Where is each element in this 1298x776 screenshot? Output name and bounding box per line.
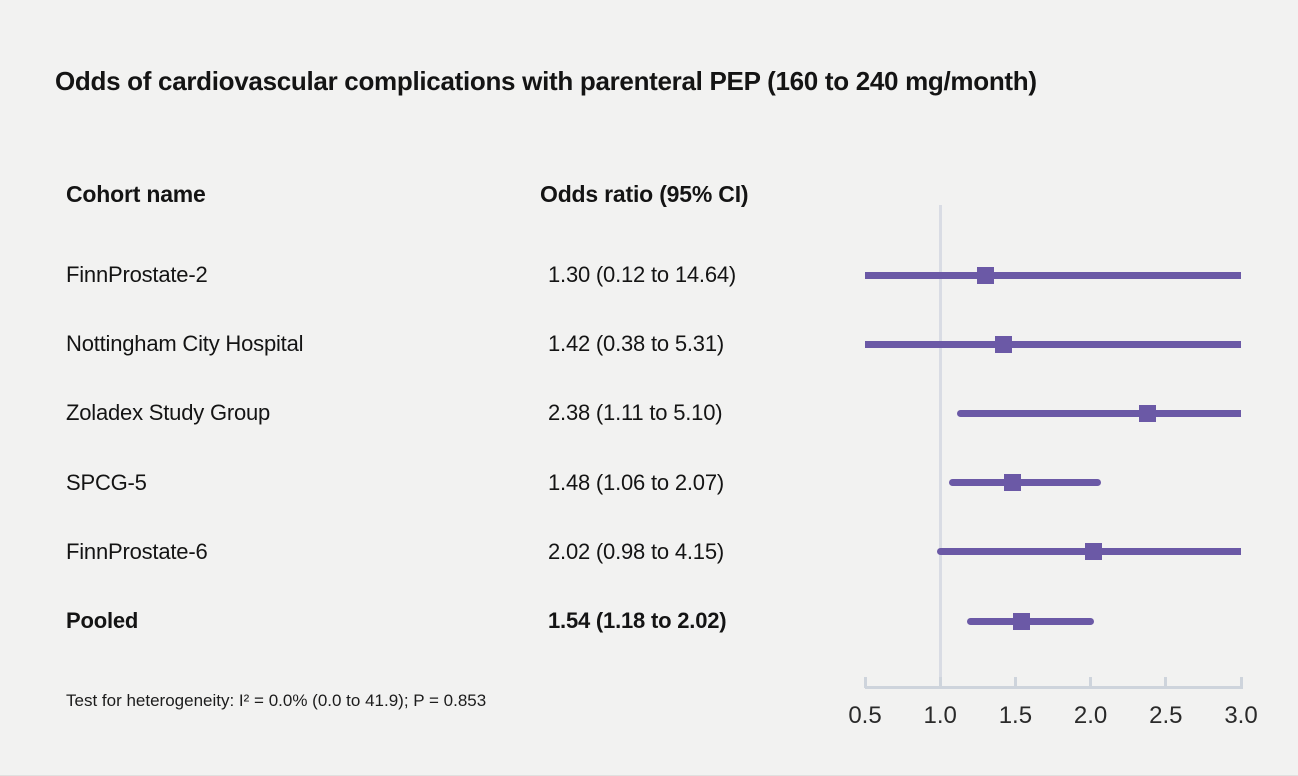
x-axis-tick [938,677,942,688]
x-axis-tick [1164,677,1168,688]
x-axis-tick-label: 1.0 [923,702,957,729]
confidence-interval-line [865,340,1241,348]
reference-line [938,205,942,688]
confidence-interval-line [956,409,1241,417]
x-axis-tick [1013,677,1017,688]
column-header-cohort-name: Cohort name [66,181,206,207]
estimate-marker [1012,612,1030,630]
odds-ratio-value: 2.38 (1.11 to 5.10) [548,400,723,426]
estimate-marker [976,266,994,284]
column-header-odds-ratio: Odds ratio (95% CI) [540,181,749,207]
cohort-name: FinnProstate-6 [66,538,208,564]
cohort-name: SPCG-5 [66,469,147,495]
page-title: Odds of cardiovascular complications wit… [55,66,1037,96]
x-axis-tick-label: 1.5 [998,702,1033,729]
x-axis-tick-label: 3.0 [1224,702,1258,729]
x-axis-tick [863,677,867,688]
estimate-marker [1003,474,1021,492]
confidence-interval-line [949,479,1102,487]
odds-ratio-value: 1.48 (1.06 to 2.07) [548,469,724,495]
x-axis-tick [1089,677,1093,688]
estimate-marker [994,335,1012,353]
heterogeneity-footnote: Test for heterogeneity: I² = 0.0% (0.0 t… [66,691,487,710]
x-axis-tick-label: 0.5 [848,702,882,729]
cohort-name: Nottingham City Hospital [66,331,304,357]
confidence-interval-line [967,617,1094,625]
estimate-marker [1139,404,1157,422]
odds-ratio-value: 1.30 (0.12 to 14.64) [548,262,737,287]
x-axis-tick-label: 2.5 [1149,702,1183,729]
cohort-name: Pooled [66,608,139,633]
x-axis-tick-label: 2.0 [1073,702,1108,729]
x-axis [865,686,1243,689]
estimate-marker [1085,543,1103,561]
cohort-name: FinnProstate-2 [66,262,208,287]
odds-ratio-value: 1.42 (0.38 to 5.31) [548,331,724,357]
confidence-interval-line [865,271,1241,279]
cohort-name: Zoladex Study Group [66,400,271,426]
odds-ratio-value: 2.02 (0.98 to 4.15) [548,538,724,564]
odds-ratio-value: 1.54 (1.18 to 2.02) [548,608,727,633]
x-axis-tick [1239,677,1243,688]
